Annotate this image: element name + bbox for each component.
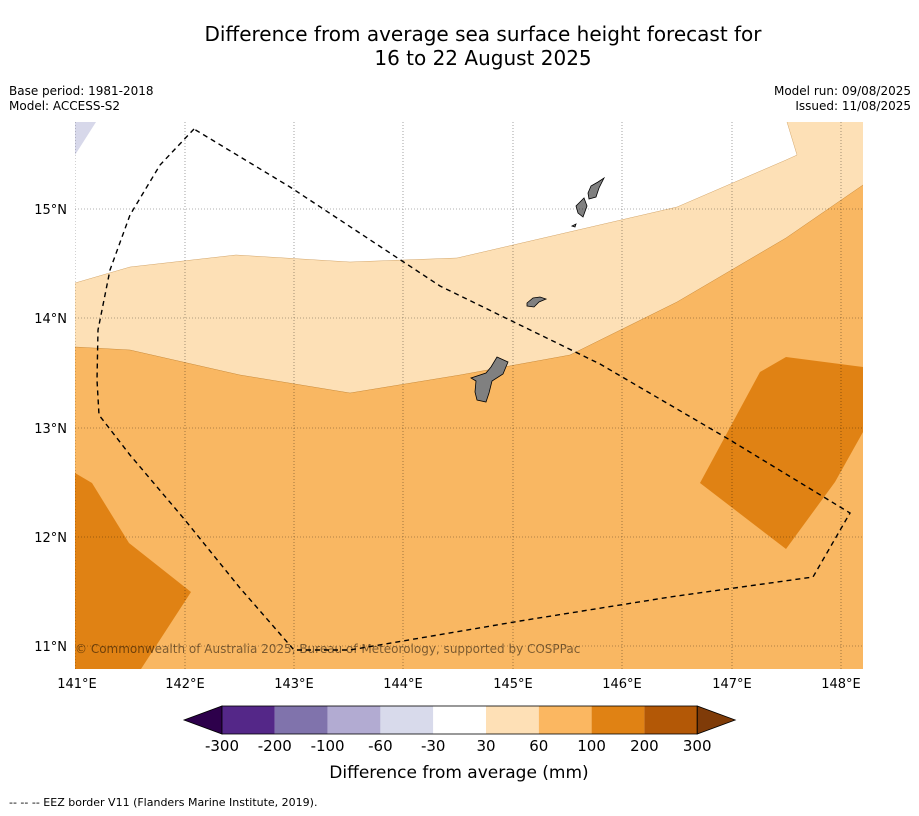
colorbar-frame [221,705,698,735]
base-period: Base period: 1981-2018 [9,84,154,98]
island-aguijan [570,223,577,228]
colorbar-label: Difference from average (mm) [329,763,588,783]
anomaly-zone-negative-patch [75,122,96,155]
colorbar-arrow-low [182,705,223,735]
colorbar-tick-label: -300 [205,737,239,755]
colorbar-tick-label: 60 [529,737,548,755]
lon-label-146e: 146°E [602,677,642,692]
colorbar-bin [327,706,381,734]
colorbar-bin [274,706,328,734]
model-run-date: Model run: 09/08/2025 [773,84,911,98]
gridlines [75,122,863,669]
lon-label-141e: 141°E [57,677,97,692]
colorbar-bin [591,706,645,734]
eez-legend-note: -- -- -- EEZ border V11 (Flanders Marine… [9,796,318,809]
colorbar-tick-label: 300 [683,737,712,755]
anomaly-zone-100-200-southwest [75,473,191,669]
colorbar-tick-label: 100 [577,737,606,755]
map-plot-area: © Commonwealth of Australia 2025, Bureau… [75,122,863,669]
colorbar-bin [486,706,539,734]
lat-label-11n: 11°N [34,640,67,655]
contour-line-60 [75,184,863,394]
colorbar-tick-label: 30 [476,737,495,755]
colorbar-tick-label: -200 [258,737,292,755]
colorbar-bin [222,706,275,734]
colorbar-bin [538,706,592,734]
copyright-notice: © Commonwealth of Australia 2025, Bureau… [75,642,580,656]
title-line-1: Difference from average sea surface heig… [204,22,762,46]
model-name: Model: ACCESS-S2 [9,99,121,113]
issued-date: Issued: 11/08/2025 [795,99,911,113]
colorbar-bin [380,706,434,734]
lat-label-14n: 14°N [34,312,67,327]
title-line-2: 16 to 22 August 2025 [374,46,592,70]
colorbar-arrow-high [696,705,737,735]
contour-line-30 [75,122,798,284]
colorbar: -300 -200 -100 -60 -30 30 60 100 200 300 [182,705,737,755]
lon-label-143e: 143°E [274,677,314,692]
longitude-labels: 141°E 142°E 143°E 144°E 145°E 146°E 147°… [57,677,861,692]
sea-level-map: © Commonwealth of Australia 2025, Bureau… [34,122,863,783]
colorbar-tick-label: 200 [630,737,659,755]
lat-label-12n: 12°N [34,531,67,546]
island-rota [526,296,548,308]
colorbar-bin [644,706,698,734]
lon-label-147e: 147°E [712,677,752,692]
island-saipan [587,176,606,200]
lon-label-145e: 145°E [493,677,533,692]
lon-label-142e: 142°E [165,677,205,692]
lat-label-15n: 15°N [34,203,67,218]
latitude-labels: 15°N 14°N 13°N 12°N 11°N [34,203,67,655]
colorbar-bin [433,706,486,734]
colorbar-tick-label: -30 [421,737,446,755]
island-tinian [575,197,588,218]
lon-label-148e: 148°E [821,677,861,692]
run-info: Model run: 09/08/2025 Issued: 11/08/2025 [774,84,911,114]
colorbar-tick-label: -60 [368,737,393,755]
islands [470,176,606,403]
anomaly-zone-100-200-east [700,357,863,549]
page-title: Difference from average sea surface heig… [0,22,919,70]
island-guam [470,356,509,403]
lon-label-144e: 144°E [383,677,423,692]
anomaly-zone-60-100 [75,185,863,669]
model-info: Base period: 1981-2018 Model: ACCESS-S2 [9,84,154,114]
colorbar-tick-label: -100 [311,737,345,755]
lat-label-13n: 13°N [34,422,67,437]
